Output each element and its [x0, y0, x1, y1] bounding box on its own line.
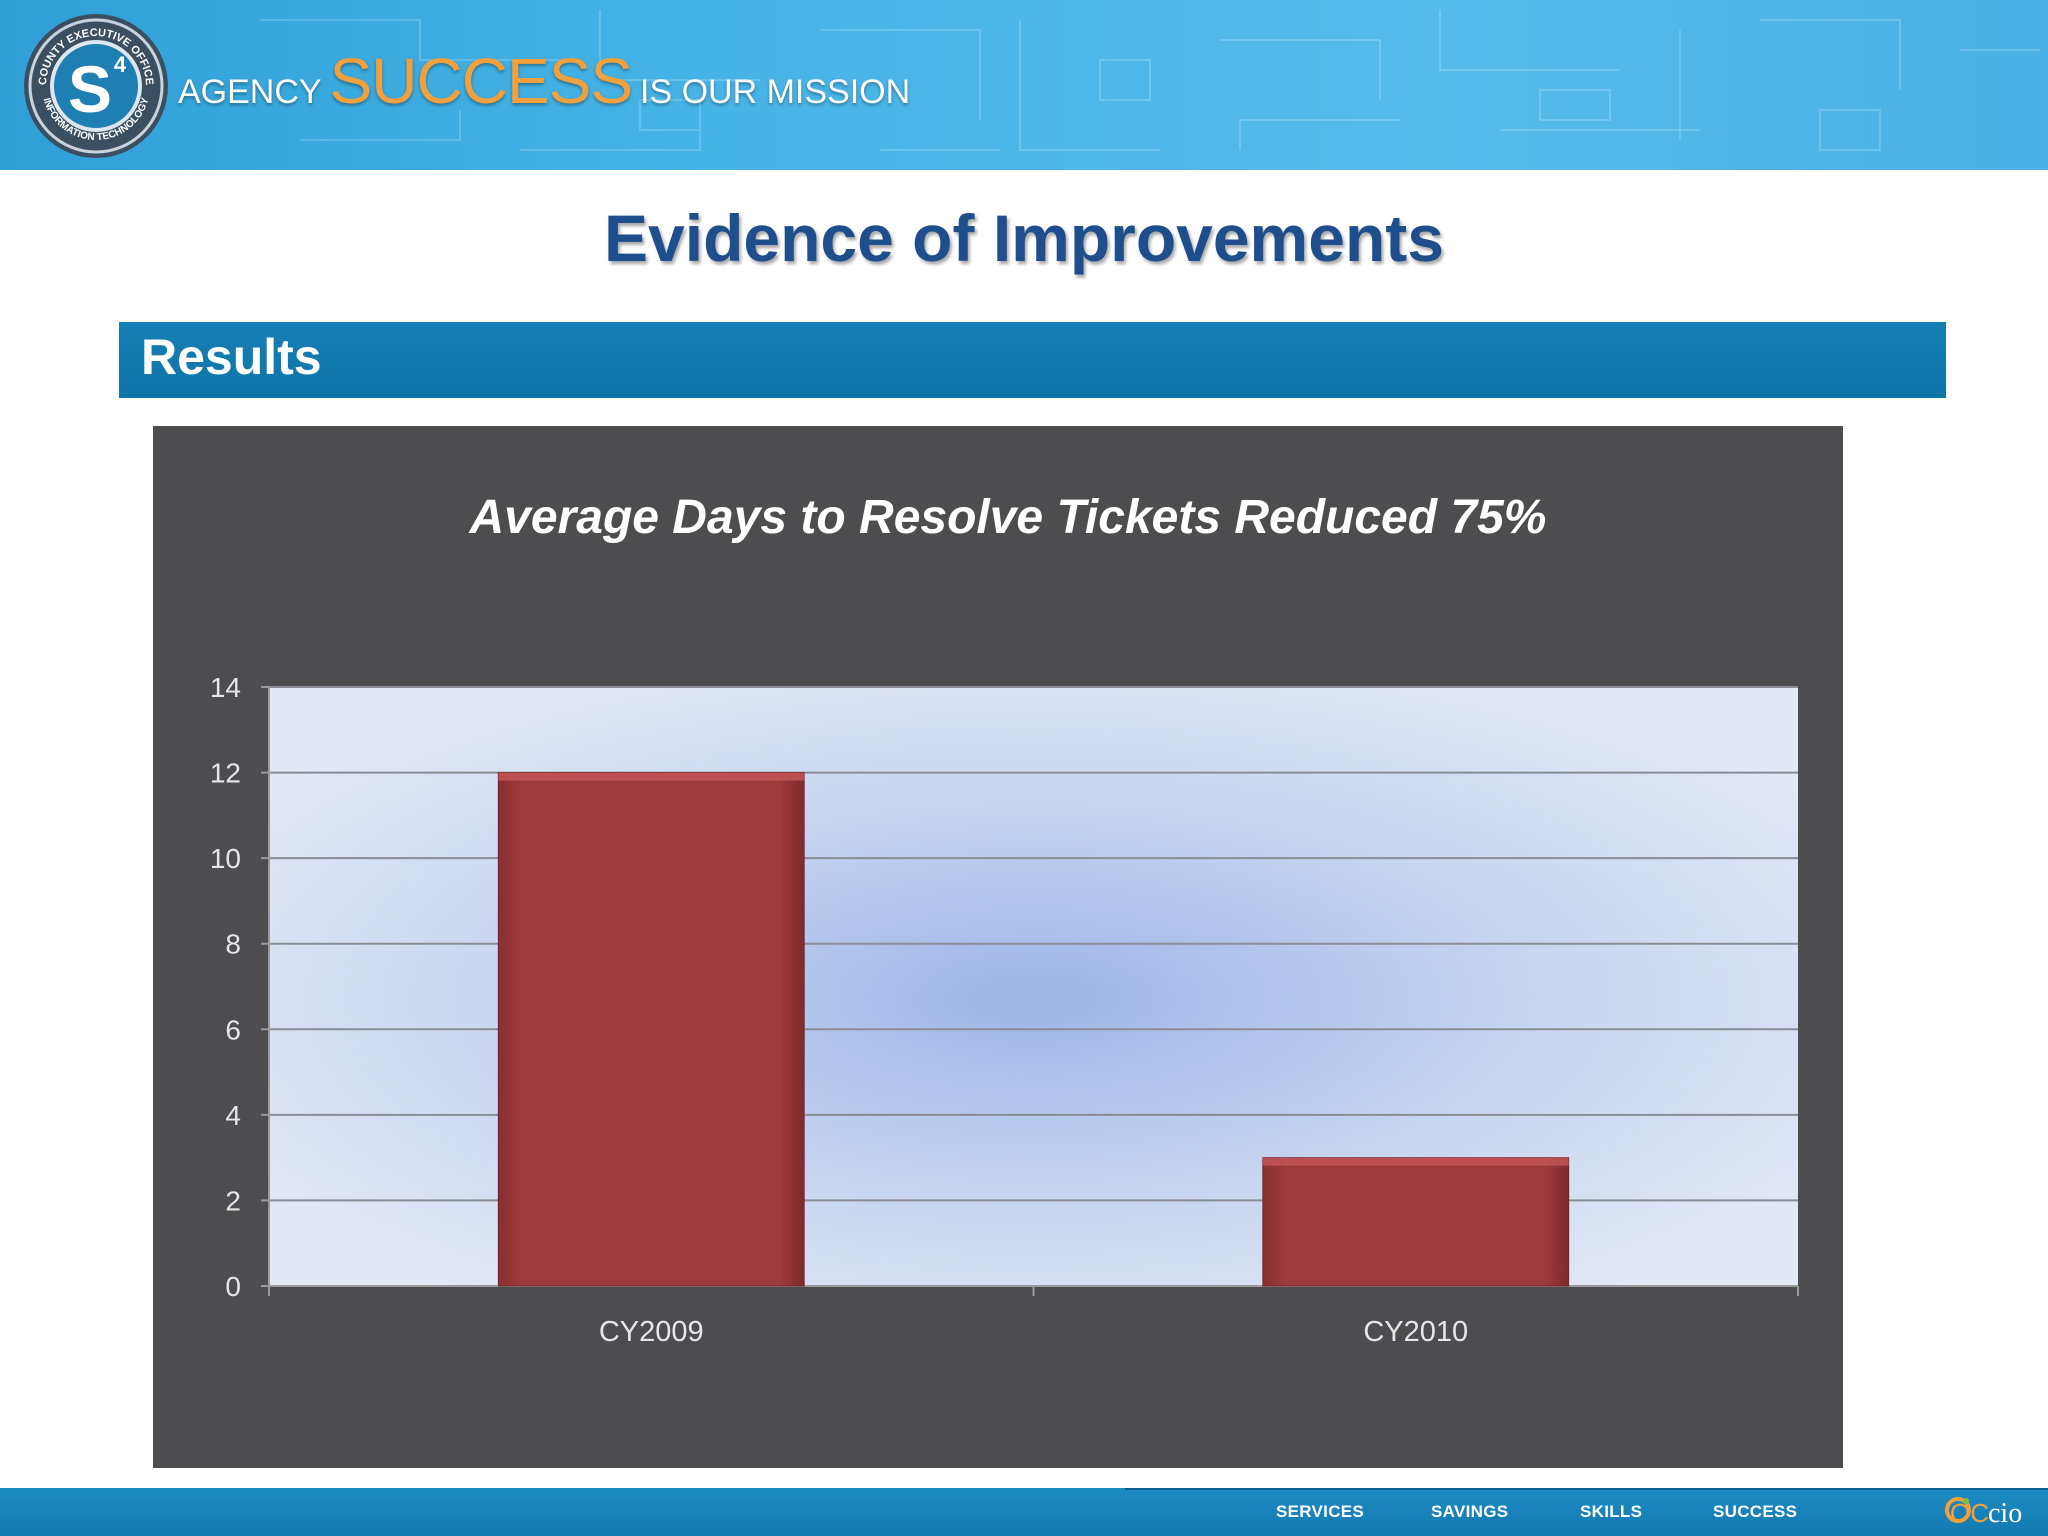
footer-logo-oc: OC [1950, 1498, 1989, 1528]
footer-bar: SERVICES SAVINGS SKILLS SUCCESS OC cio [0, 1488, 2048, 1536]
chart-panel: Average Days to Resolve Tickets Reduced … [153, 426, 1843, 1468]
y-tick-label: 2 [225, 1185, 241, 1216]
footer-divider [1125, 1488, 2048, 1490]
footer-logo-cio: cio [1988, 1498, 2022, 1529]
footer-nav-services[interactable]: SERVICES [1276, 1502, 1365, 1521]
occio-logo: OC cio [1945, 1497, 2022, 1529]
y-tick-label: 6 [225, 1014, 241, 1045]
s4-logo: COUNTY EXECUTIVE OFFICE INFORMATION TECH… [24, 14, 168, 158]
y-tick-label: 0 [225, 1271, 241, 1302]
tagline-success: SUCCESS [329, 45, 633, 117]
footer-nav-success[interactable]: SUCCESS [1713, 1502, 1798, 1521]
header-banner: COUNTY EXECUTIVE OFFICE INFORMATION TECH… [0, 0, 2048, 170]
tagline-mission: IS OUR MISSION [640, 73, 911, 111]
y-tick-label: 8 [225, 929, 241, 960]
bar-chart: Average Days to Resolve Tickets Reduced … [210, 491, 1799, 1348]
x-tick-label: CY2010 [1363, 1316, 1468, 1348]
section-bar: Results [119, 322, 1946, 398]
footer-nav-skills[interactable]: SKILLS [1580, 1502, 1643, 1521]
logo-superscript: 4 [114, 52, 127, 77]
y-tick-label: 12 [210, 758, 241, 789]
logo-mark: S [68, 52, 112, 126]
x-tick-label: CY2009 [599, 1316, 704, 1348]
bar-top-bevel [1262, 1157, 1569, 1166]
tagline-agency: AGENCY [178, 73, 322, 111]
bar-cy2010 [1262, 1157, 1570, 1287]
section-title: Results [141, 329, 322, 385]
bar-cy2009 [497, 772, 805, 1287]
y-tick-label: 4 [225, 1100, 241, 1131]
y-tick-label: 14 [210, 672, 241, 703]
tagline: AGENCY SUCCESS IS OUR MISSION [178, 44, 911, 117]
page-title: Evidence of Improvements [604, 201, 1444, 275]
chart-title: Average Days to Resolve Tickets Reduced … [469, 491, 1547, 544]
circuit-pattern [260, 10, 2040, 151]
bar-top-bevel [498, 772, 805, 781]
y-tick-label: 10 [210, 843, 241, 874]
footer-nav-savings[interactable]: SAVINGS [1431, 1502, 1509, 1521]
